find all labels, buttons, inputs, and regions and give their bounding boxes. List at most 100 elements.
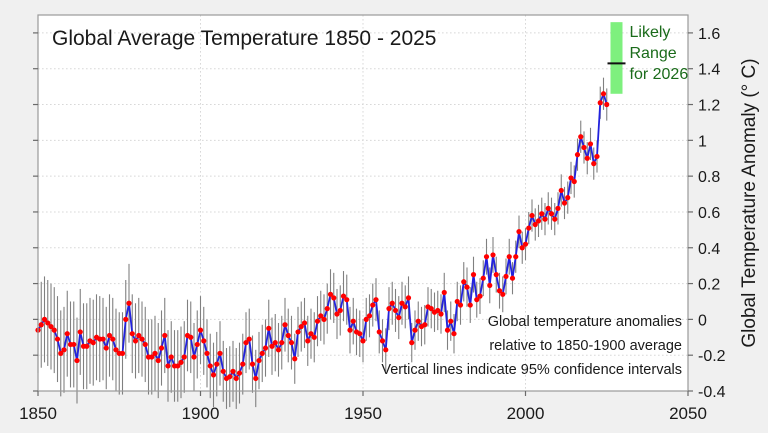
- data-point: [84, 343, 90, 349]
- data-point: [565, 195, 571, 201]
- data-point: [587, 141, 594, 147]
- data-point: [490, 252, 496, 258]
- chart-annotation: Vertical lines indicate 95% confidence i…: [381, 362, 682, 378]
- data-point: [496, 288, 503, 294]
- data-point: [480, 275, 486, 281]
- data-point: [230, 368, 236, 374]
- y-tick-label: -0.2: [698, 348, 726, 365]
- data-point: [110, 336, 116, 342]
- data-point: [444, 327, 451, 333]
- data-point: [285, 332, 291, 339]
- y-tick-label: -0.4: [698, 384, 726, 401]
- y-tick-label: 0.6: [698, 205, 720, 222]
- data-point: [344, 297, 350, 303]
- y-tick-label: 0: [698, 312, 707, 329]
- data-point: [327, 291, 334, 297]
- data-point: [448, 318, 454, 324]
- data-point: [402, 304, 408, 310]
- y-tick-label: 0.8: [698, 169, 720, 186]
- data-point: [441, 289, 447, 296]
- data-point: [197, 327, 204, 333]
- data-point: [519, 245, 525, 251]
- data-point: [386, 306, 392, 312]
- data-point: [54, 336, 61, 342]
- data-point: [38, 322, 44, 328]
- data-point: [58, 350, 64, 356]
- data-point: [217, 350, 223, 356]
- data-point: [558, 187, 564, 194]
- data-point: [363, 316, 369, 322]
- data-point: [100, 336, 106, 342]
- x-tick-label: 1850: [19, 404, 57, 423]
- data-point: [574, 152, 581, 158]
- data-point: [503, 273, 509, 280]
- data-point: [45, 320, 51, 326]
- data-point: [119, 350, 126, 356]
- data-point: [370, 302, 376, 308]
- data-point: [526, 225, 532, 231]
- data-point: [493, 272, 499, 278]
- data-point: [204, 350, 210, 356]
- chart-title: Global Average Temperature 1850 - 2025: [52, 27, 437, 50]
- data-markers: [35, 91, 610, 382]
- data-point: [175, 363, 181, 369]
- data-point: [178, 359, 184, 365]
- data-point: [298, 323, 304, 330]
- data-point: [461, 279, 467, 285]
- data-point: [288, 340, 295, 346]
- data-point: [256, 357, 262, 364]
- data-point: [477, 293, 483, 299]
- data-point: [262, 345, 269, 351]
- data-point: [435, 307, 441, 314]
- data-point: [220, 368, 226, 374]
- projection-label-line: Likely: [630, 24, 671, 41]
- y-tick-label: 1.2: [698, 98, 720, 115]
- data-point: [279, 340, 285, 346]
- data-point: [532, 221, 538, 228]
- data-point: [545, 205, 551, 211]
- data-point: [259, 350, 265, 356]
- x-tick-label: 2050: [669, 404, 707, 423]
- data-point: [64, 331, 70, 337]
- y-tick-label: 1.4: [698, 62, 720, 79]
- data-point: [552, 216, 558, 222]
- data-point: [542, 216, 548, 222]
- data-point: [236, 370, 243, 376]
- data-point: [51, 327, 57, 333]
- data-point: [334, 311, 340, 317]
- data-point: [604, 101, 610, 108]
- data-point: [106, 332, 113, 339]
- data-point: [457, 302, 464, 308]
- data-point: [311, 334, 317, 340]
- data-point: [578, 134, 584, 140]
- data-point: [366, 313, 373, 319]
- x-tick-label: 1950: [344, 404, 382, 423]
- data-point: [483, 254, 490, 260]
- data-point: [357, 331, 363, 337]
- data-point: [305, 338, 311, 344]
- x-tick-label: 1900: [182, 404, 220, 423]
- data-point: [269, 343, 275, 349]
- data-point: [379, 338, 386, 344]
- data-point: [561, 200, 568, 206]
- data-point: [383, 347, 389, 353]
- data-point: [41, 316, 48, 322]
- axes: [33, 14, 693, 396]
- projection-label-line: Range: [630, 45, 677, 62]
- data-point: [210, 372, 217, 378]
- data-point: [331, 295, 337, 301]
- data-point: [555, 205, 561, 211]
- data-point: [581, 144, 587, 151]
- data-point: [428, 306, 434, 312]
- y-tick-label: 1.6: [698, 26, 720, 43]
- data-point: [522, 241, 529, 247]
- data-point: [188, 334, 194, 340]
- data-point: [360, 338, 366, 344]
- data-point: [409, 340, 415, 346]
- data-point: [487, 282, 493, 288]
- data-point: [467, 302, 473, 308]
- data-point: [162, 332, 168, 339]
- data-point: [191, 354, 197, 360]
